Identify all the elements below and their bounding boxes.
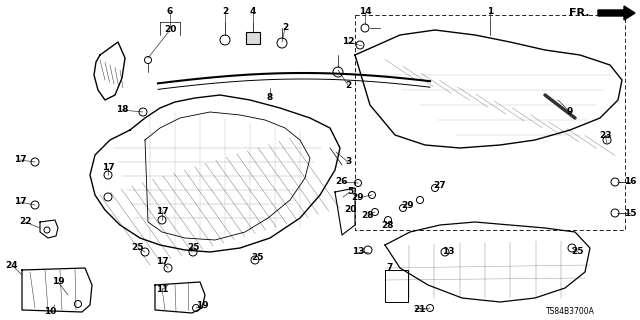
Bar <box>246 32 260 44</box>
Text: 3: 3 <box>345 157 351 166</box>
Text: 25: 25 <box>252 253 264 262</box>
Text: 10: 10 <box>44 308 56 316</box>
Text: 23: 23 <box>599 131 611 140</box>
Text: 17: 17 <box>102 164 115 172</box>
Text: 2: 2 <box>222 7 228 17</box>
Text: 17: 17 <box>13 156 26 164</box>
Text: 13: 13 <box>352 247 364 257</box>
Text: 9: 9 <box>567 108 573 116</box>
Text: 19: 19 <box>196 300 208 309</box>
Text: 5: 5 <box>347 188 353 196</box>
Text: 7: 7 <box>387 263 393 273</box>
Text: 17: 17 <box>156 258 168 267</box>
Text: 6: 6 <box>167 7 173 17</box>
Text: 26: 26 <box>336 178 348 187</box>
Text: 13: 13 <box>442 247 454 257</box>
Text: 8: 8 <box>267 92 273 101</box>
Polygon shape <box>598 6 635 20</box>
Text: 19: 19 <box>52 277 64 286</box>
Text: 20: 20 <box>344 205 356 214</box>
Text: 14: 14 <box>358 7 371 17</box>
Text: 29: 29 <box>402 201 414 210</box>
Text: 29: 29 <box>352 194 364 203</box>
Text: 21: 21 <box>413 306 426 315</box>
Text: 4: 4 <box>250 7 256 17</box>
Text: 1: 1 <box>487 7 493 17</box>
Text: 24: 24 <box>6 260 19 269</box>
Text: 25: 25 <box>572 247 584 257</box>
Text: 20: 20 <box>164 26 176 35</box>
Text: 18: 18 <box>116 106 128 115</box>
Text: 22: 22 <box>19 218 31 227</box>
Text: 17: 17 <box>156 207 168 217</box>
Text: 15: 15 <box>624 209 636 218</box>
Text: 17: 17 <box>13 197 26 206</box>
Text: 2: 2 <box>345 81 351 90</box>
Text: FR.: FR. <box>570 8 590 18</box>
Text: 28: 28 <box>381 220 394 229</box>
Text: 16: 16 <box>624 178 636 187</box>
Text: 2: 2 <box>282 23 288 33</box>
Text: 25: 25 <box>187 244 199 252</box>
Text: 11: 11 <box>156 285 168 294</box>
Text: 28: 28 <box>362 211 374 220</box>
Text: 25: 25 <box>132 244 144 252</box>
Text: TS84B3700A: TS84B3700A <box>546 308 595 316</box>
Text: 12: 12 <box>342 37 355 46</box>
Text: 27: 27 <box>434 180 446 189</box>
